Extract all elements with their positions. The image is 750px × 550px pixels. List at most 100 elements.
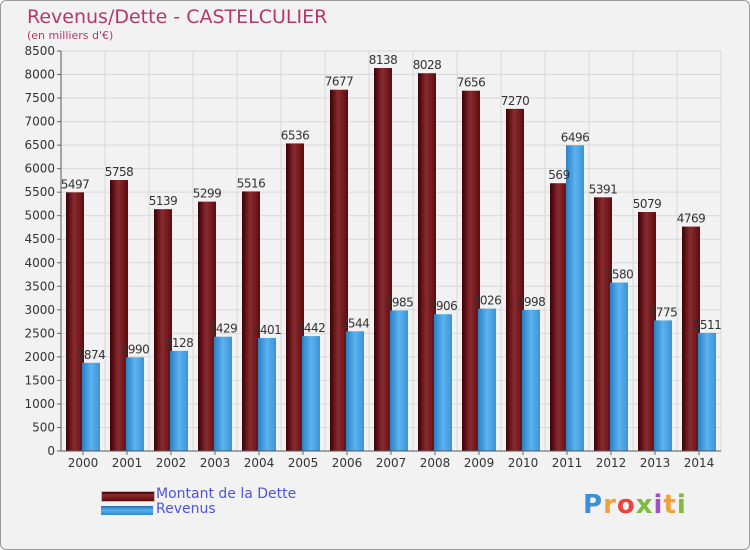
y-tick-label: 4000 bbox=[24, 256, 55, 270]
y-tick-label: 5500 bbox=[24, 185, 55, 199]
logo-letter: o bbox=[616, 490, 636, 520]
bar-revenue bbox=[126, 357, 144, 451]
data-label-revenue: 2998 bbox=[517, 295, 546, 309]
x-tick-label: 2006 bbox=[332, 456, 363, 470]
data-label-debt: 5516 bbox=[237, 176, 266, 190]
bar-revenue bbox=[346, 331, 364, 451]
y-tick-label: 1000 bbox=[24, 397, 55, 411]
logo-letter: r bbox=[603, 490, 617, 520]
y-tick-label: 8500 bbox=[24, 44, 55, 58]
data-label-debt: 7270 bbox=[501, 94, 530, 108]
logo-letter: i bbox=[653, 490, 664, 520]
y-tick-label: 6000 bbox=[24, 162, 55, 176]
data-label-debt: 6536 bbox=[281, 128, 310, 142]
legend-swatch-revenue bbox=[101, 506, 153, 515]
data-label-revenue: 2775 bbox=[649, 305, 678, 319]
y-tick-label: 3000 bbox=[24, 303, 55, 317]
data-label-debt: 7677 bbox=[325, 75, 354, 89]
x-tick-label: 2008 bbox=[420, 456, 451, 470]
bar-revenue bbox=[698, 332, 716, 451]
y-tick-label: 2000 bbox=[24, 350, 55, 364]
bar-revenue bbox=[434, 314, 452, 451]
bar-debt bbox=[506, 108, 524, 451]
bar-revenue bbox=[478, 308, 496, 451]
x-tick-label: 2010 bbox=[508, 456, 539, 470]
bar-revenue bbox=[302, 336, 320, 451]
data-label-debt: 5758 bbox=[105, 165, 134, 179]
chart-title: Revenus/Dette - CASTELCULIER bbox=[27, 6, 328, 28]
data-label-revenue: 1990 bbox=[121, 342, 150, 356]
x-tick-label: 2002 bbox=[156, 456, 187, 470]
y-tick-label: 500 bbox=[32, 420, 55, 434]
bar-revenue bbox=[610, 282, 628, 451]
legend-label-revenue: Revenus bbox=[156, 501, 216, 517]
y-tick-label: 2500 bbox=[24, 326, 55, 340]
x-tick-label: 2013 bbox=[640, 456, 671, 470]
data-label-debt: 5079 bbox=[633, 197, 662, 211]
y-tick-label: 3500 bbox=[24, 279, 55, 293]
logo-letter: i bbox=[676, 490, 687, 520]
data-label-debt: 4769 bbox=[677, 212, 706, 226]
bars bbox=[66, 68, 716, 452]
y-tick-label: 5000 bbox=[24, 209, 55, 223]
x-tick-label: 2014 bbox=[684, 456, 715, 470]
chart-subtitle: (en milliers d'€) bbox=[27, 29, 114, 42]
x-tick-label: 2007 bbox=[376, 456, 407, 470]
y-tick-label: 1500 bbox=[24, 373, 55, 387]
x-tick-label: 2000 bbox=[68, 456, 99, 470]
data-labels: 5497 1874 5758 1990 5139 2128 5299 2429 5516 2401… bbox=[61, 53, 722, 362]
data-label-revenue: 3026 bbox=[473, 294, 502, 308]
bar-debt bbox=[462, 90, 480, 451]
x-tick-label: 2003 bbox=[200, 456, 231, 470]
data-label-debt: 7656 bbox=[457, 76, 486, 90]
bar-debt bbox=[374, 68, 392, 452]
bar-debt bbox=[638, 211, 656, 451]
x-tick-label: 2012 bbox=[596, 456, 627, 470]
x-tick-label: 2004 bbox=[244, 456, 275, 470]
data-label-debt: 8138 bbox=[369, 53, 398, 67]
bar-debt bbox=[418, 73, 436, 451]
bar-debt bbox=[330, 89, 348, 452]
axes: 0 500 1000 1500 2000 2500 3000 3500 4000 4500 5000… bbox=[24, 44, 721, 470]
bar-revenue bbox=[522, 309, 540, 451]
data-label-revenue: 2401 bbox=[253, 323, 282, 337]
legend-swatch-debt bbox=[101, 491, 155, 502]
bar-debt bbox=[286, 143, 304, 451]
bar-debt bbox=[594, 197, 612, 451]
bar-debt bbox=[550, 183, 568, 451]
bar-debt bbox=[110, 180, 128, 452]
y-tick-label: 4500 bbox=[24, 232, 55, 246]
y-tick-label: 6500 bbox=[24, 138, 55, 152]
bar-revenue bbox=[390, 310, 408, 451]
x-tick-label: 2009 bbox=[464, 456, 495, 470]
legend-label-debt: Montant de la Dette bbox=[156, 486, 297, 502]
data-label-revenue: 2511 bbox=[693, 318, 722, 332]
bar-revenue bbox=[170, 350, 188, 451]
data-label-debt: 5391 bbox=[589, 182, 618, 196]
data-label-revenue: 2442 bbox=[297, 321, 326, 335]
y-tick-label: 7500 bbox=[24, 91, 55, 105]
data-label-revenue: 2985 bbox=[385, 296, 414, 310]
data-label-revenue: 6496 bbox=[561, 130, 590, 144]
y-tick-label: 7000 bbox=[24, 115, 55, 129]
data-label-debt: 5497 bbox=[61, 177, 90, 191]
bar-revenue bbox=[258, 338, 276, 451]
data-label-debt: 569 bbox=[548, 168, 569, 182]
bar-debt bbox=[154, 209, 172, 451]
y-tick-label: 8000 bbox=[24, 68, 55, 82]
data-label-debt: 8028 bbox=[413, 58, 442, 72]
bar-revenue bbox=[654, 320, 672, 451]
y-tick-label: 0 bbox=[47, 444, 55, 458]
data-label-debt: 5299 bbox=[193, 187, 222, 201]
data-label-revenue: 2128 bbox=[165, 336, 194, 350]
x-tick-label: 2011 bbox=[552, 456, 583, 470]
data-label-debt: 5139 bbox=[149, 194, 178, 208]
data-label-revenue: 2906 bbox=[429, 299, 458, 313]
bar-revenue bbox=[566, 145, 584, 451]
bar-revenue bbox=[214, 336, 232, 451]
bar-debt bbox=[66, 192, 84, 452]
logo-letter: x bbox=[635, 490, 654, 520]
data-label-revenue: 3580 bbox=[605, 268, 634, 282]
